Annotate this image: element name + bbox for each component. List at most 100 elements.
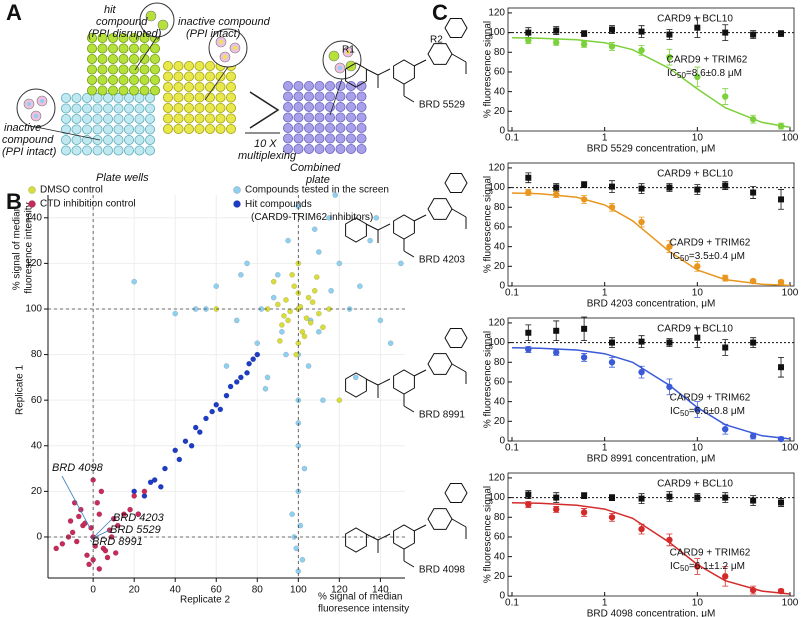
point <box>313 274 320 280</box>
well <box>293 123 304 134</box>
point <box>283 351 289 358</box>
point <box>722 344 729 351</box>
well <box>225 124 236 135</box>
well <box>61 93 72 104</box>
point <box>279 322 285 328</box>
series-label: CARD9 + TRIM62 <box>667 55 748 66</box>
y-tick-label: 80 <box>494 202 506 213</box>
ic50-label: IC <box>670 406 680 417</box>
point <box>553 327 560 334</box>
point <box>750 31 757 38</box>
well <box>92 145 103 156</box>
well <box>303 143 314 154</box>
well <box>204 124 215 135</box>
well <box>144 145 155 156</box>
plot-frame <box>507 317 795 442</box>
well <box>345 123 356 134</box>
annotation: BRD 5529 <box>110 524 161 536</box>
legend-marker <box>28 200 36 208</box>
point <box>270 294 277 301</box>
point <box>262 385 269 392</box>
point <box>289 511 295 517</box>
annotation-line <box>89 539 93 543</box>
well <box>87 64 98 75</box>
well <box>128 43 139 54</box>
point <box>398 260 404 267</box>
well <box>124 114 135 125</box>
well <box>103 145 114 156</box>
diagram-label: multiplexing <box>238 150 297 162</box>
point <box>722 573 729 580</box>
well <box>173 124 184 135</box>
well <box>92 134 103 145</box>
point <box>638 338 645 345</box>
point <box>69 529 76 536</box>
diagram-label: plate <box>305 174 330 186</box>
point <box>141 488 148 495</box>
series-label: CARD9 + TRIM62 <box>670 548 751 559</box>
point <box>553 349 560 356</box>
point <box>638 368 645 376</box>
well <box>314 123 325 134</box>
panel-letter: A <box>6 0 22 25</box>
point <box>96 511 103 517</box>
point <box>666 493 673 500</box>
well <box>194 92 205 103</box>
series-label: CARD9 + TRIM62 <box>670 238 751 249</box>
point <box>638 495 645 502</box>
well <box>82 103 93 114</box>
ic50-label: 50 <box>680 254 689 263</box>
well <box>87 33 98 44</box>
well <box>71 114 82 125</box>
structure-ring <box>427 353 453 375</box>
point <box>525 37 532 44</box>
point <box>694 186 701 193</box>
well <box>113 103 124 114</box>
point <box>182 438 189 445</box>
point <box>367 237 373 244</box>
x-axis-label: Replicate 2 <box>180 595 230 606</box>
y-tick-label: 0 <box>499 436 505 447</box>
point <box>778 364 785 371</box>
well <box>215 103 226 114</box>
ic50-label: =8.6±0.8 μM <box>686 68 742 79</box>
zoom-line <box>204 66 229 101</box>
panel-letter: C <box>432 0 448 25</box>
well <box>293 91 304 102</box>
point <box>722 182 729 189</box>
structure-bond <box>403 95 415 103</box>
y-tick-label: 40 <box>494 241 506 252</box>
well <box>282 133 293 144</box>
well <box>103 134 114 145</box>
well <box>204 103 215 114</box>
point <box>581 181 588 188</box>
well <box>324 81 335 92</box>
point <box>299 328 306 335</box>
well <box>134 145 145 156</box>
legend-label: DMSO control <box>40 185 103 196</box>
well <box>87 85 98 96</box>
point <box>580 196 588 203</box>
y-tick-label: 20 <box>494 416 506 427</box>
well <box>103 114 114 125</box>
y-tick-label: 100 <box>25 304 42 315</box>
well <box>108 75 119 86</box>
ic50-label: IC <box>667 68 677 79</box>
well <box>293 81 304 92</box>
well <box>139 85 150 96</box>
arrow <box>249 91 280 129</box>
point <box>274 271 281 278</box>
structure-ring <box>444 328 468 348</box>
diagram-label: compound <box>96 16 148 28</box>
well <box>128 54 139 65</box>
well <box>194 124 205 135</box>
well <box>71 134 82 145</box>
well <box>194 61 205 72</box>
x-tick-label: 0.1 <box>505 133 519 144</box>
structure-bond <box>377 533 391 541</box>
point <box>580 509 588 516</box>
well <box>225 71 236 82</box>
well <box>204 113 215 124</box>
y-axis-label: % fluorescence signal <box>483 331 494 428</box>
point <box>73 538 80 545</box>
